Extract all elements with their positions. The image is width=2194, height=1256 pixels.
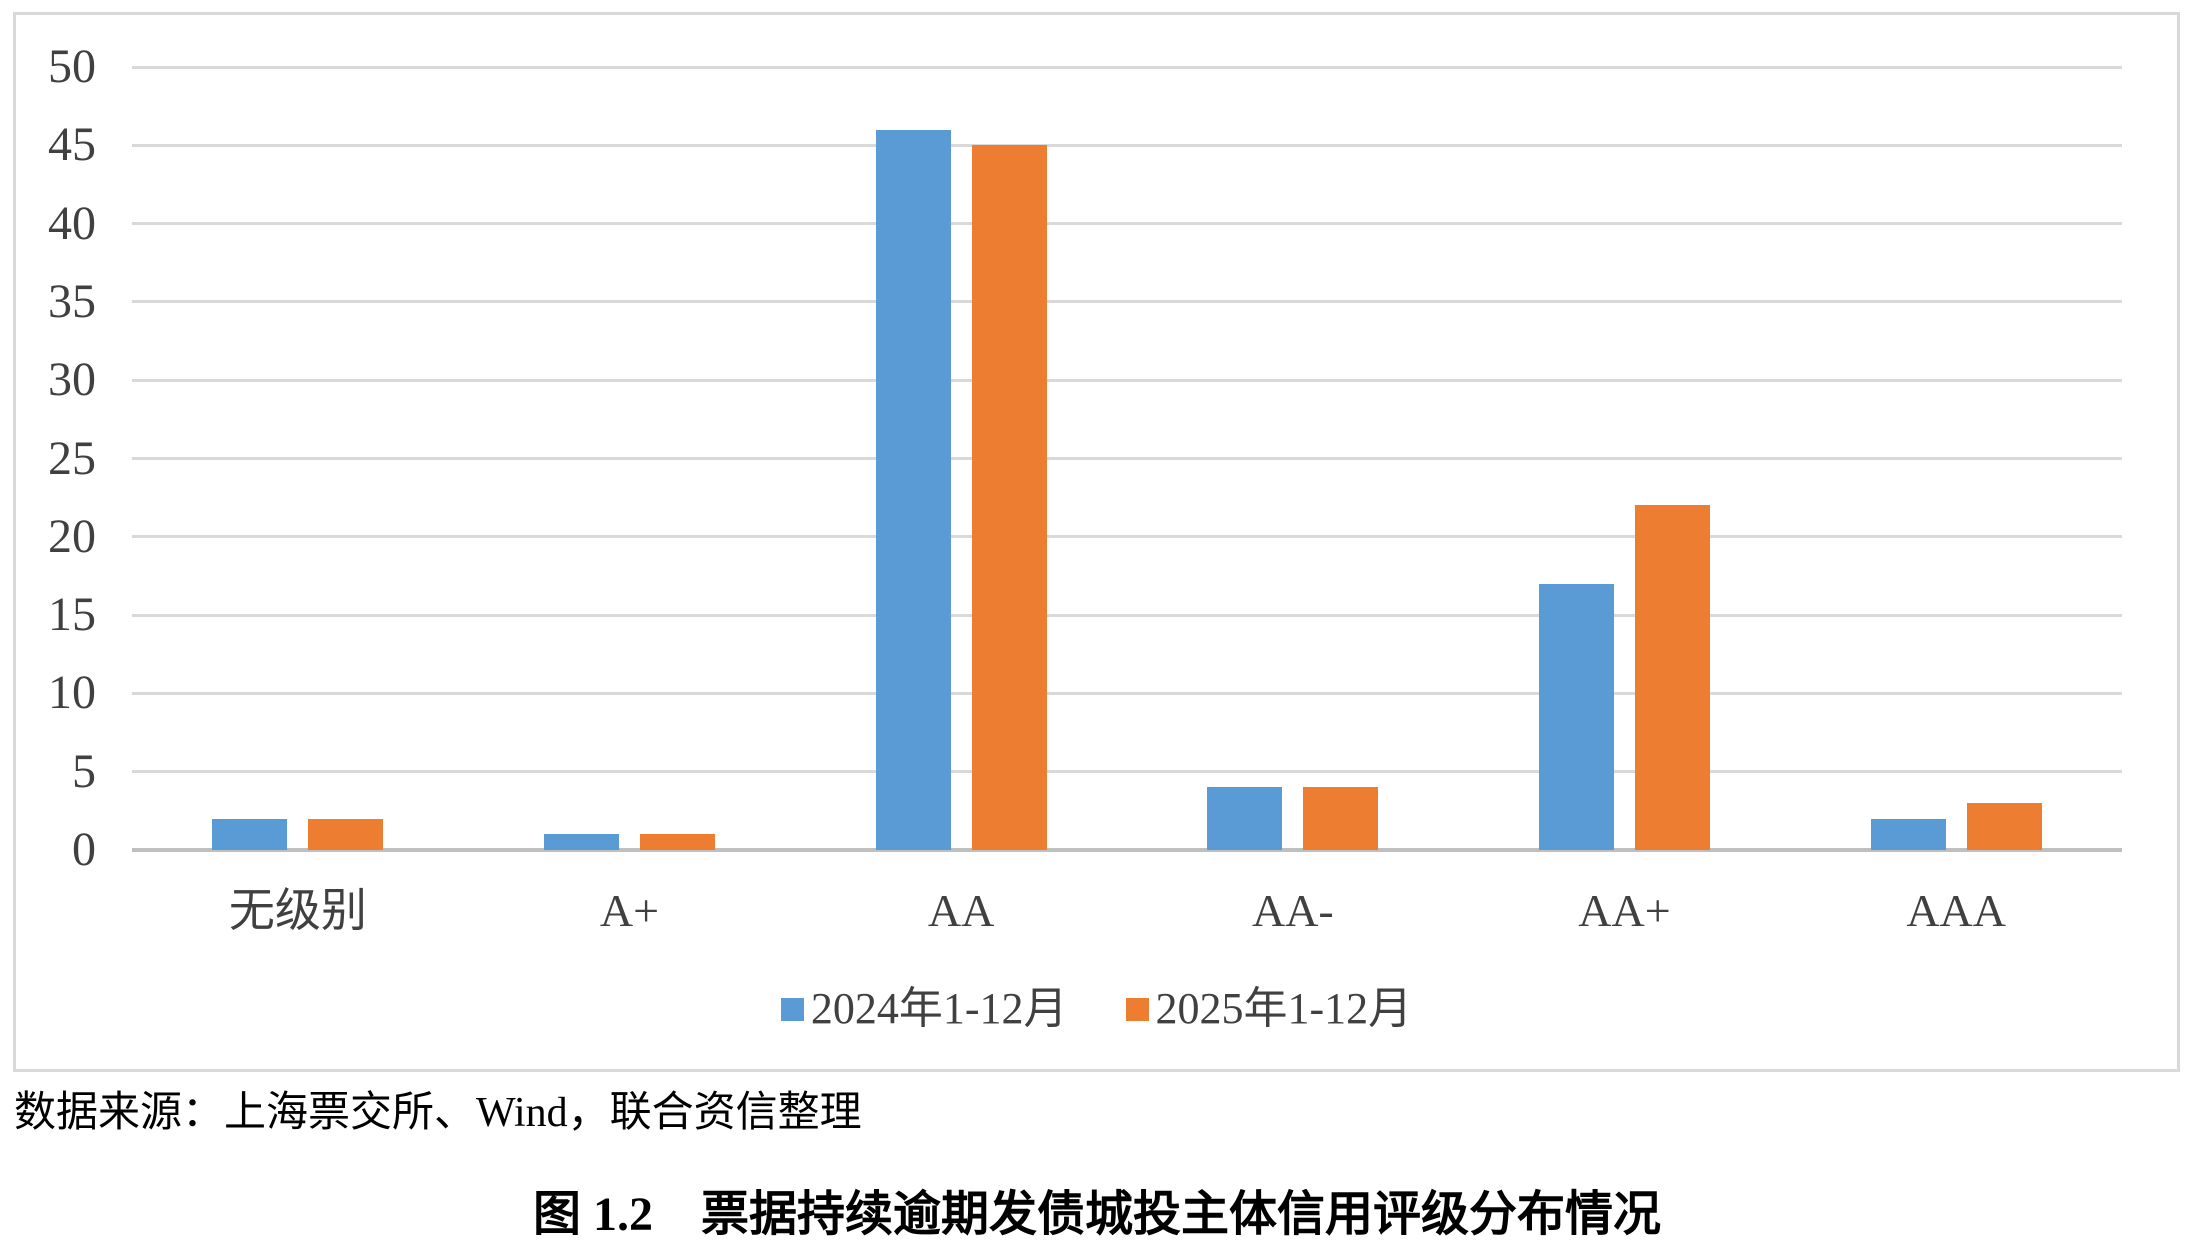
bar-chart: 0 5 10 15 20 25 30 35 40 45 50 无级别 A+ AA AA- AA+ AAA 2024…	[13, 12, 2180, 1072]
x-category-label-a-plus: A+	[599, 885, 660, 936]
gridline-40	[132, 222, 2122, 226]
x-category-label-no-rating: 无级别	[228, 885, 367, 936]
legend-swatch-icon	[1125, 997, 1149, 1021]
gridline-20	[132, 535, 2122, 539]
y-tick-label-50: 50	[48, 40, 96, 93]
gridline-25	[132, 457, 2122, 460]
legend-swatch-icon	[780, 997, 804, 1021]
y-tick-label-20: 20	[48, 509, 96, 563]
chart-legend: 2024年1-12月 2025年1-12月	[16, 987, 2177, 1031]
bar-2024-aa-plus	[1539, 583, 1614, 850]
y-tick-label-40: 40	[48, 196, 96, 250]
x-category-label-aa: AA	[927, 885, 995, 936]
bar-2025-aa-plus	[1635, 505, 1710, 850]
gridline-5	[132, 770, 2122, 774]
legend-item-2024: 2024年1-12月	[780, 984, 1068, 1033]
bar-2025-a-plus	[640, 834, 715, 850]
bar-2025-aaa	[1966, 803, 2042, 850]
bar-2024-no-rating	[212, 818, 288, 850]
legend-label-2025: 2025年1-12月	[1155, 984, 1413, 1033]
legend-item-2025: 2025年1-12月	[1125, 984, 1413, 1033]
bar-2024-aaa	[1870, 818, 1946, 850]
bar-2024-aa-minus	[1207, 787, 1283, 850]
gridline-35	[132, 300, 2122, 304]
figure-caption: 图 1.2 票据持续逾期发债城投主体信用评级分布情况	[532, 1188, 1661, 1241]
bar-2024-aa	[875, 129, 951, 850]
x-category-label-aa-plus: AA+	[1578, 885, 1671, 936]
gridline-15	[132, 613, 2122, 617]
gridline-10	[132, 691, 2122, 695]
y-tick-label-45: 45	[48, 118, 96, 172]
x-category-label-aaa: AAA	[1906, 885, 2006, 936]
gridline-45	[132, 143, 2122, 147]
bar-2024-a-plus	[544, 834, 619, 850]
bar-2025-aa	[971, 145, 1047, 850]
gridline-30	[132, 378, 2122, 382]
bar-2025-no-rating	[308, 818, 384, 850]
x-axis-line	[132, 848, 2122, 852]
gridline-50	[132, 65, 2122, 69]
legend-label-2024: 2024年1-12月	[810, 984, 1068, 1033]
y-tick-label-25: 25	[48, 431, 96, 485]
y-tick-label-30: 30	[48, 353, 96, 407]
bar-2025-aa-minus	[1303, 787, 1379, 850]
y-tick-label-15: 15	[48, 588, 96, 642]
y-tick-label-10: 10	[48, 666, 96, 720]
y-tick-label-35: 35	[48, 274, 96, 328]
y-tick-label-0: 0	[72, 823, 96, 876]
data-source-note: 数据来源：上海票交所、Wind，联合资信整理	[14, 1090, 862, 1136]
y-tick-label-5: 5	[72, 744, 96, 798]
x-category-label-aa-minus: AA-	[1251, 885, 1334, 936]
